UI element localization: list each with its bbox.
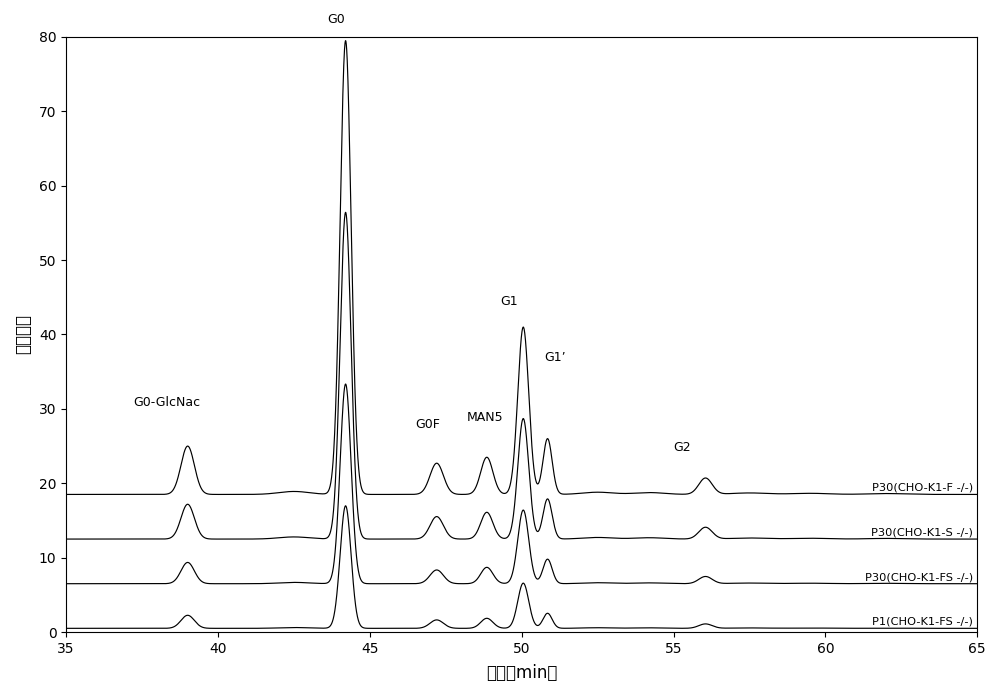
Text: G1’: G1’ (545, 351, 566, 364)
Text: G0-GlcNac: G0-GlcNac (133, 396, 200, 409)
Y-axis label: 荧光强度: 荧光强度 (14, 315, 32, 354)
Text: MAN5: MAN5 (467, 411, 504, 424)
Text: P1(CHO-K1-FS -/-): P1(CHO-K1-FS -/-) (872, 617, 973, 627)
Text: G2: G2 (674, 441, 691, 454)
Text: P30(CHO-K1-S -/-): P30(CHO-K1-S -/-) (871, 528, 973, 537)
Text: P30(CHO-K1-F -/-): P30(CHO-K1-F -/-) (872, 483, 973, 493)
Text: G1: G1 (500, 296, 518, 308)
Text: P30(CHO-K1-FS -/-): P30(CHO-K1-FS -/-) (865, 572, 973, 583)
X-axis label: 时间（min）: 时间（min） (486, 664, 557, 682)
Text: G0F: G0F (415, 418, 440, 432)
Text: G0: G0 (327, 13, 345, 26)
